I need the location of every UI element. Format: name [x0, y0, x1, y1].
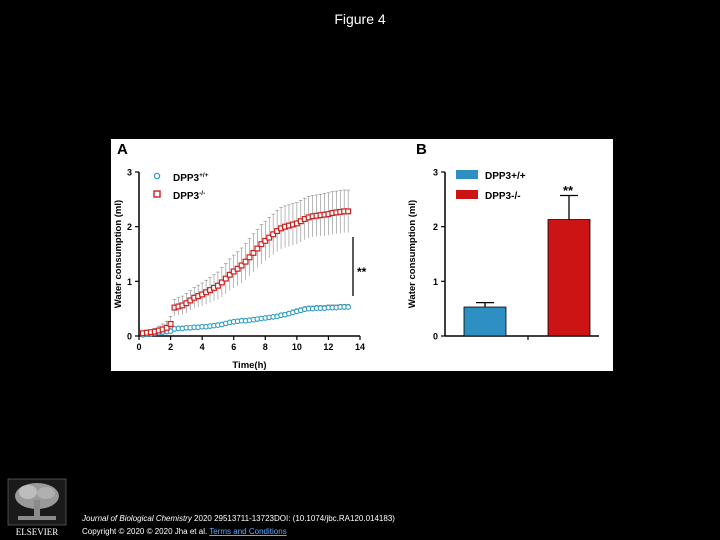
- a-point-ko: [218, 279, 225, 286]
- a-point-ko: [167, 320, 174, 327]
- a-point-ko: [345, 208, 352, 215]
- a-y-tick-label: 3: [127, 168, 132, 178]
- b-y-tick-label: 2: [433, 222, 438, 232]
- b-legend-swatch-ko: [456, 190, 478, 199]
- footer-copyright-line: Copyright © 2020 © 2020 Jha et al. Terms…: [82, 527, 287, 536]
- a-x-tick-label: 14: [355, 342, 365, 352]
- a-x-tick-label: 8: [263, 342, 268, 352]
- a-point-ko: [222, 275, 229, 282]
- panel-b: B 0 1 2 3 Water consumption (ml) ** DPP3+/+ DPP…: [407, 141, 599, 342]
- b-legend-label-wt: DPP3+/+: [485, 171, 526, 182]
- a-x-tick-label: 4: [200, 342, 205, 352]
- a-x-tick-label: 2: [168, 342, 173, 352]
- a-point-ko: [250, 249, 257, 256]
- a-point-wt: [345, 304, 352, 310]
- a-legend-sup-ko: -/-: [199, 190, 205, 197]
- b-y-tick-label: 0: [433, 332, 438, 342]
- a-point-ko: [266, 234, 273, 241]
- a-series-1: [139, 208, 352, 337]
- copyright-text: Copyright © 2020 © 2020 Jha et al.: [82, 527, 210, 536]
- a-point-ko: [238, 262, 245, 269]
- a-y-tick-label: 2: [127, 222, 132, 232]
- a-legend-label-wt: DPP3+/+: [173, 172, 209, 184]
- a-y-axis-title: Water consumption (ml): [113, 200, 124, 308]
- a-x-tick-label: 12: [323, 342, 333, 352]
- a-x-tick-label: 6: [231, 342, 236, 352]
- b-bar-0: [463, 306, 507, 337]
- citation-text: 2020 29513711-13723DOI: (10.1074/jbc.RA1…: [191, 514, 395, 523]
- a-point-ko: [214, 282, 221, 289]
- b-y-axis-title: Water consumption (ml): [407, 200, 418, 308]
- a-significance-label: **: [357, 265, 367, 279]
- b-y-tick-label: 1: [433, 277, 438, 287]
- a-point-ko: [226, 271, 233, 278]
- a-y-tick-label: 1: [127, 277, 132, 287]
- b-legend-swatch-wt: [456, 170, 478, 179]
- elsevier-wordmark: ELSEVIER: [16, 527, 59, 537]
- a-point-ko: [242, 258, 249, 265]
- a-x-tick-label: 10: [292, 342, 302, 352]
- a-point-ko: [234, 265, 241, 272]
- b-y-tick-label: 3: [433, 168, 438, 178]
- elsevier-logo: ELSEVIER: [7, 478, 67, 537]
- a-point-ko: [258, 241, 265, 248]
- panel-a-label: A: [117, 141, 128, 158]
- a-legend-text-wt: DPP3: [173, 173, 200, 184]
- a-point-ko: [270, 231, 277, 238]
- a-point-ko: [246, 254, 253, 261]
- a-legend-label-ko: DPP3-/-: [173, 190, 205, 202]
- journal-name: Journal of Biological Chemistry: [82, 514, 192, 523]
- a-legend-marker-wt: [153, 172, 161, 180]
- a-legend-marker-ko: [153, 190, 161, 198]
- panel-b-label: B: [416, 141, 427, 158]
- a-x-axis-title: Time(h): [232, 360, 266, 371]
- a-point-ko: [262, 237, 269, 244]
- b-bar-1: [547, 219, 591, 337]
- a-point-ko: [163, 324, 170, 331]
- a-legend-sup-wt: +/+: [199, 172, 209, 179]
- a-point-ko: [254, 245, 261, 252]
- a-legend-text-ko: DPP3: [173, 191, 200, 202]
- terms-link[interactable]: Terms and Conditions: [209, 527, 287, 536]
- page-title: Figure 4: [334, 11, 386, 27]
- footer-citation-line: Journal of Biological Chemistry 2020 295…: [82, 514, 395, 523]
- a-y-tick-label: 0: [127, 332, 132, 342]
- b-significance-label: **: [563, 183, 574, 198]
- b-legend-label-ko: DPP3-/-: [485, 191, 521, 202]
- a-x-tick-label: 0: [136, 342, 141, 352]
- figure-panel: A 0 1 2 3 0 2 4 6 8 10 12 14 Time(h) Water consumptio…: [111, 139, 613, 371]
